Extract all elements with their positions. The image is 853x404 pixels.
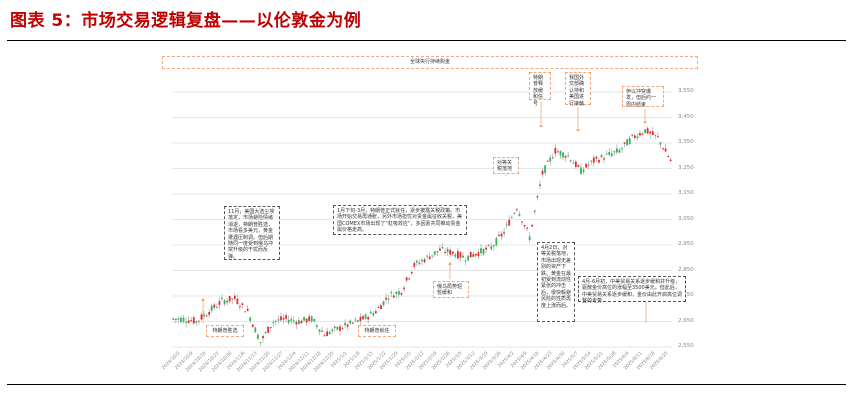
y-tick-label: 3,250 <box>678 164 694 171</box>
y-tick-label: 3,350 <box>678 139 694 145</box>
y-tick-label: 3,050 <box>678 215 694 222</box>
callout-iran-israel: 伊以冲突爆发，但后约一周内结束 <box>622 86 664 108</box>
callout-trump-signal: 特朗普释放缓和信号 <box>529 72 551 107</box>
y-tick-label: 3,150 <box>678 190 694 196</box>
y-tick-label: 2,650 <box>678 317 694 324</box>
annotation-apr2: 4月2日，对等关税落地，市场出现无差别的资产下跌。黄金在最初受到流动性紧张的冲击… <box>537 242 575 322</box>
annotation-nov-election: 11月，美国大选尘埃落定，市场避险情绪消退，特朗普胜选，市场看多美元，黄金遭遇压… <box>224 206 280 260</box>
chart-title: 全球央行持续购金 <box>162 56 698 69</box>
callout-mofa-contact: 我国外交部确认持和美国进行接触 <box>565 72 591 107</box>
bottom-rule <box>7 384 846 385</box>
y-tick-label: 2,950 <box>678 241 694 247</box>
callout-russia-ukraine: 俄乌局势短暂缓和 <box>433 281 469 298</box>
y-tick-label: 3,550 <box>678 88 694 94</box>
top-rule <box>7 40 846 41</box>
y-tick-label: 2,550 <box>678 343 694 349</box>
y-tick-label: 3,450 <box>678 113 694 120</box>
annotation-jan-mar: 1月下旬-3月，特朗普正式就任，逐步披露关税政策。市场开始交易再通胀，另外市场担… <box>333 205 467 235</box>
annotation-apr-jun: 4月-6月初，中美贸易关系逐步缓和并升级，驱散金价高位的涨幅至3500美元。但此… <box>578 276 686 304</box>
callout-trump-wins: 特朗普胜选 <box>206 325 244 337</box>
callout-reciprocal-tariffs: 对等关税落地 <box>493 157 519 174</box>
figure-title: 图表 5：市场交易逻辑复盘——以伦敦金为例 <box>10 11 362 31</box>
y-tick-label: 2,850 <box>678 266 694 273</box>
callout-trump-inaugurated: 特朗普就任 <box>358 325 396 337</box>
